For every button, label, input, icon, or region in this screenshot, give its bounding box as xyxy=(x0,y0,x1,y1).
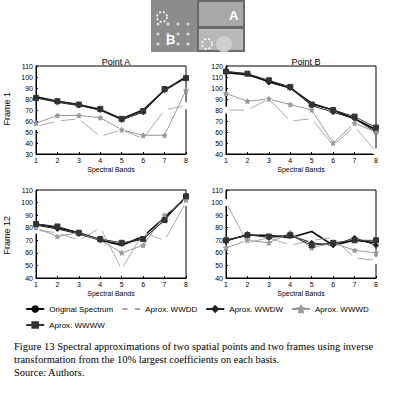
svg-text:7: 7 xyxy=(353,157,357,164)
svg-text:3: 3 xyxy=(267,281,271,288)
svg-text:90: 90 xyxy=(25,85,33,92)
svg-text:60: 60 xyxy=(215,129,223,136)
svg-text:90: 90 xyxy=(25,212,33,219)
svg-text:Aprox. WWDW: Aprox. WWDW xyxy=(229,305,283,314)
svg-text:7: 7 xyxy=(163,157,167,164)
svg-text:5: 5 xyxy=(120,281,124,288)
svg-text:100: 100 xyxy=(211,199,223,206)
svg-text:40: 40 xyxy=(215,275,223,282)
svg-text:3: 3 xyxy=(77,281,81,288)
svg-text:100: 100 xyxy=(21,199,33,206)
svg-text:40: 40 xyxy=(215,151,223,158)
svg-text:2: 2 xyxy=(55,157,59,164)
svg-text:4: 4 xyxy=(288,281,292,288)
svg-text:1: 1 xyxy=(224,281,228,288)
svg-text:1: 1 xyxy=(224,157,228,164)
svg-text:Frame 12: Frame 12 xyxy=(2,216,12,255)
svg-text:Spectral Bands: Spectral Bands xyxy=(87,166,135,174)
svg-text:4: 4 xyxy=(98,281,102,288)
svg-text:Spectral Bands: Spectral Bands xyxy=(277,166,325,174)
svg-text:80: 80 xyxy=(25,96,33,103)
svg-text:110: 110 xyxy=(22,187,33,194)
svg-text:6: 6 xyxy=(141,281,145,288)
svg-text:90: 90 xyxy=(215,96,223,103)
html-text:Figure 13 Spectral approximati: Figure 13 Spectral approximations of two… xyxy=(14,341,374,365)
svg-text:70: 70 xyxy=(25,237,33,244)
svg-text:80: 80 xyxy=(25,224,33,231)
svg-text:4: 4 xyxy=(98,157,102,164)
svg-text:50: 50 xyxy=(215,140,223,147)
svg-text:40: 40 xyxy=(25,275,33,282)
svg-text:50: 50 xyxy=(215,262,223,269)
svg-text:5: 5 xyxy=(120,157,124,164)
html-text:Source: Authors.: Source: Authors. xyxy=(14,367,85,378)
svg-text:8: 8 xyxy=(184,157,188,164)
svg-text:2: 2 xyxy=(245,281,249,288)
svg-text:6: 6 xyxy=(141,157,145,164)
svg-text:120: 120 xyxy=(211,63,223,70)
svg-text:1: 1 xyxy=(34,281,38,288)
svg-text:Frame 1: Frame 1 xyxy=(2,92,12,126)
svg-text:3: 3 xyxy=(267,157,271,164)
svg-text:100: 100 xyxy=(211,85,223,92)
svg-text:Point B: Point B xyxy=(291,57,320,67)
svg-text:80: 80 xyxy=(215,224,223,231)
svg-text:8: 8 xyxy=(374,157,378,164)
svg-text:Spectral Bands: Spectral Bands xyxy=(277,290,325,298)
svg-text:110: 110 xyxy=(212,74,223,81)
svg-text:Aprox. WWWW: Aprox. WWWW xyxy=(49,321,105,330)
svg-text:A: A xyxy=(229,8,239,23)
svg-text:2: 2 xyxy=(55,281,59,288)
svg-text:50: 50 xyxy=(25,262,33,269)
svg-text:90: 90 xyxy=(215,212,223,219)
svg-text:2: 2 xyxy=(245,157,249,164)
svg-text:B: B xyxy=(166,32,175,47)
svg-text:Aprox. WWDD: Aprox. WWDD xyxy=(145,305,197,314)
svg-text:5: 5 xyxy=(310,281,314,288)
svg-text:70: 70 xyxy=(215,237,223,244)
svg-text:1: 1 xyxy=(34,157,38,164)
svg-text:100: 100 xyxy=(21,74,33,81)
svg-text:5: 5 xyxy=(310,157,314,164)
svg-text:60: 60 xyxy=(25,118,33,125)
svg-text:60: 60 xyxy=(25,249,33,256)
svg-text:Original Spectrum: Original Spectrum xyxy=(49,305,113,314)
svg-text:8: 8 xyxy=(184,281,188,288)
svg-text:6: 6 xyxy=(331,281,335,288)
svg-text:7: 7 xyxy=(353,281,357,288)
svg-text:Aprox. WWWD: Aprox. WWWD xyxy=(315,305,369,314)
svg-text:50: 50 xyxy=(25,129,33,136)
svg-text:30: 30 xyxy=(25,151,33,158)
svg-text:110: 110 xyxy=(22,63,33,70)
svg-text:70: 70 xyxy=(25,107,33,114)
svg-text:40: 40 xyxy=(25,140,33,147)
svg-text:70: 70 xyxy=(215,118,223,125)
svg-text:110: 110 xyxy=(212,187,223,194)
svg-text:Spectral Bands: Spectral Bands xyxy=(87,290,135,298)
svg-text:8: 8 xyxy=(374,281,378,288)
svg-text:80: 80 xyxy=(215,107,223,114)
svg-text:60: 60 xyxy=(215,249,223,256)
svg-text:7: 7 xyxy=(163,281,167,288)
svg-text:4: 4 xyxy=(288,157,292,164)
svg-text:Point A: Point A xyxy=(102,57,131,67)
svg-text:3: 3 xyxy=(77,157,81,164)
svg-text:6: 6 xyxy=(331,157,335,164)
